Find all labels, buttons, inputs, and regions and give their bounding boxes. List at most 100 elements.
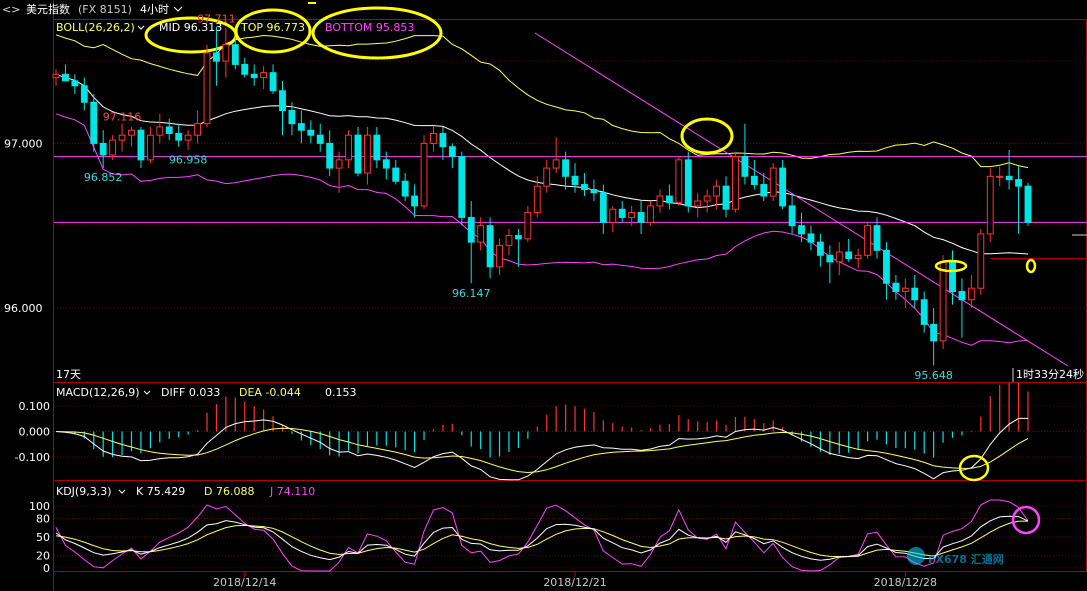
candle-body <box>241 63 249 75</box>
boll-label[interactable]: BOLL(26,26,2) <box>56 21 135 34</box>
candle-body <box>675 159 683 204</box>
watermark-text: FX678 汇通网 <box>928 553 1004 566</box>
candle-body <box>1015 179 1022 187</box>
candle-body <box>307 129 315 136</box>
candle-body <box>137 129 145 161</box>
candle-body <box>392 167 400 182</box>
candle-body <box>156 126 164 136</box>
candle-body <box>798 225 805 235</box>
candle-body <box>533 185 541 214</box>
highlight-top <box>234 8 312 54</box>
candle-body <box>769 167 777 197</box>
candle-body <box>892 282 900 293</box>
boll-mid-line <box>55 73 1029 255</box>
candle-body <box>184 134 192 141</box>
kdj-k: K 75.429 <box>136 485 185 498</box>
kdj-j: J 74.110 <box>269 485 315 498</box>
candle-body <box>80 85 88 103</box>
candle-body <box>760 184 768 197</box>
price-annotation-label: 97.116 <box>103 110 142 123</box>
period-selector[interactable]: 4小时 <box>140 3 169 16</box>
price-grid: 97.000 96.000 <box>4 60 1087 315</box>
price-annotation-label: 96.958 <box>169 153 208 166</box>
macd-chevron-icon[interactable] <box>143 390 151 395</box>
candle-body <box>1005 175 1013 181</box>
highlight-marker <box>1025 258 1037 274</box>
boll-upper-line <box>55 34 1029 169</box>
candle-body <box>467 216 475 243</box>
candle-body <box>401 180 409 197</box>
candle-body <box>571 175 579 186</box>
candle-body <box>656 195 664 207</box>
candle-body <box>411 195 419 207</box>
candle-body <box>637 212 645 223</box>
x-tick-label: 2018/12/14 <box>213 576 276 589</box>
price-tick-label: 96.000 <box>4 302 43 315</box>
highlight-high <box>680 117 734 155</box>
candle-body <box>986 175 994 235</box>
candle-body <box>552 159 560 169</box>
candle-body <box>279 90 286 112</box>
candle-body <box>722 185 730 210</box>
candle-body <box>694 200 702 207</box>
kdj-d-line <box>55 520 1029 558</box>
symbol-code: (FX 8151) <box>78 3 132 16</box>
candle-body <box>543 167 551 187</box>
macd-tick-label: -0.100 <box>15 451 50 464</box>
back-arrow-icon[interactable]: <> <box>2 3 20 16</box>
x-tick-label: 2018/12/28 <box>874 576 937 589</box>
kdj-plot <box>55 499 1029 572</box>
candle-body <box>826 254 834 263</box>
macd-grid: 0.100 0.000 -0.100 <box>15 400 1087 464</box>
candle-body <box>901 287 909 292</box>
price-annotations: 97.711 96.852 96.147 97.116 96.958 95.648 <box>84 12 953 381</box>
boll-chevron-icon[interactable] <box>137 25 145 30</box>
candle-body <box>62 73 69 82</box>
kdj-tick-label: 100 <box>29 500 50 513</box>
trend-line <box>534 32 1069 367</box>
kdj-label[interactable]: KDJ(9,3,3) <box>56 485 112 498</box>
candle-body <box>430 133 437 144</box>
candle-body <box>118 134 126 141</box>
kdj-chevron-icon[interactable] <box>118 489 126 494</box>
candle-body <box>713 185 721 197</box>
chevron-down-icon[interactable] <box>173 6 183 12</box>
candle-body <box>260 72 268 79</box>
price-annotation-label: 96.852 <box>84 171 123 184</box>
kdj-tick-label: 0 <box>43 562 50 575</box>
boll-lower-line <box>55 113 1029 346</box>
highlight-bottom <box>311 6 443 60</box>
candle-body <box>807 233 815 243</box>
kdj-tick-label: 80 <box>36 513 50 526</box>
candle-body <box>231 44 239 65</box>
watermark-logo-icon <box>907 547 925 565</box>
price-annotation-label: 96.147 <box>452 287 491 300</box>
candle-body <box>590 188 598 194</box>
candle-body <box>345 134 352 161</box>
candle-body <box>335 159 343 169</box>
candle-body <box>109 139 117 156</box>
candle-body <box>835 251 843 263</box>
candle-body <box>939 261 947 342</box>
candle-body <box>496 244 503 268</box>
candle-body <box>524 212 532 240</box>
candle-body <box>703 195 711 202</box>
candle-body <box>911 287 919 301</box>
candle-body <box>269 72 277 92</box>
candle-body <box>628 212 636 218</box>
support-levels <box>54 156 1087 260</box>
candle-body <box>194 123 201 136</box>
highlight-macd-cross <box>958 454 990 482</box>
candle-body <box>420 142 428 207</box>
candle-body <box>288 110 296 125</box>
candle-body <box>146 134 154 161</box>
macd-label[interactable]: MACD(12,26,9) <box>56 386 140 399</box>
candle-body <box>883 249 890 284</box>
candle-body <box>203 52 211 125</box>
candle-body <box>930 323 938 342</box>
boll-bottom: BOTTOM 95.853 <box>325 21 414 34</box>
boll-bands <box>55 34 1029 346</box>
watermark: FX678 汇通网 <box>907 547 1004 566</box>
boll-mid: MID 96.313 <box>159 21 222 34</box>
